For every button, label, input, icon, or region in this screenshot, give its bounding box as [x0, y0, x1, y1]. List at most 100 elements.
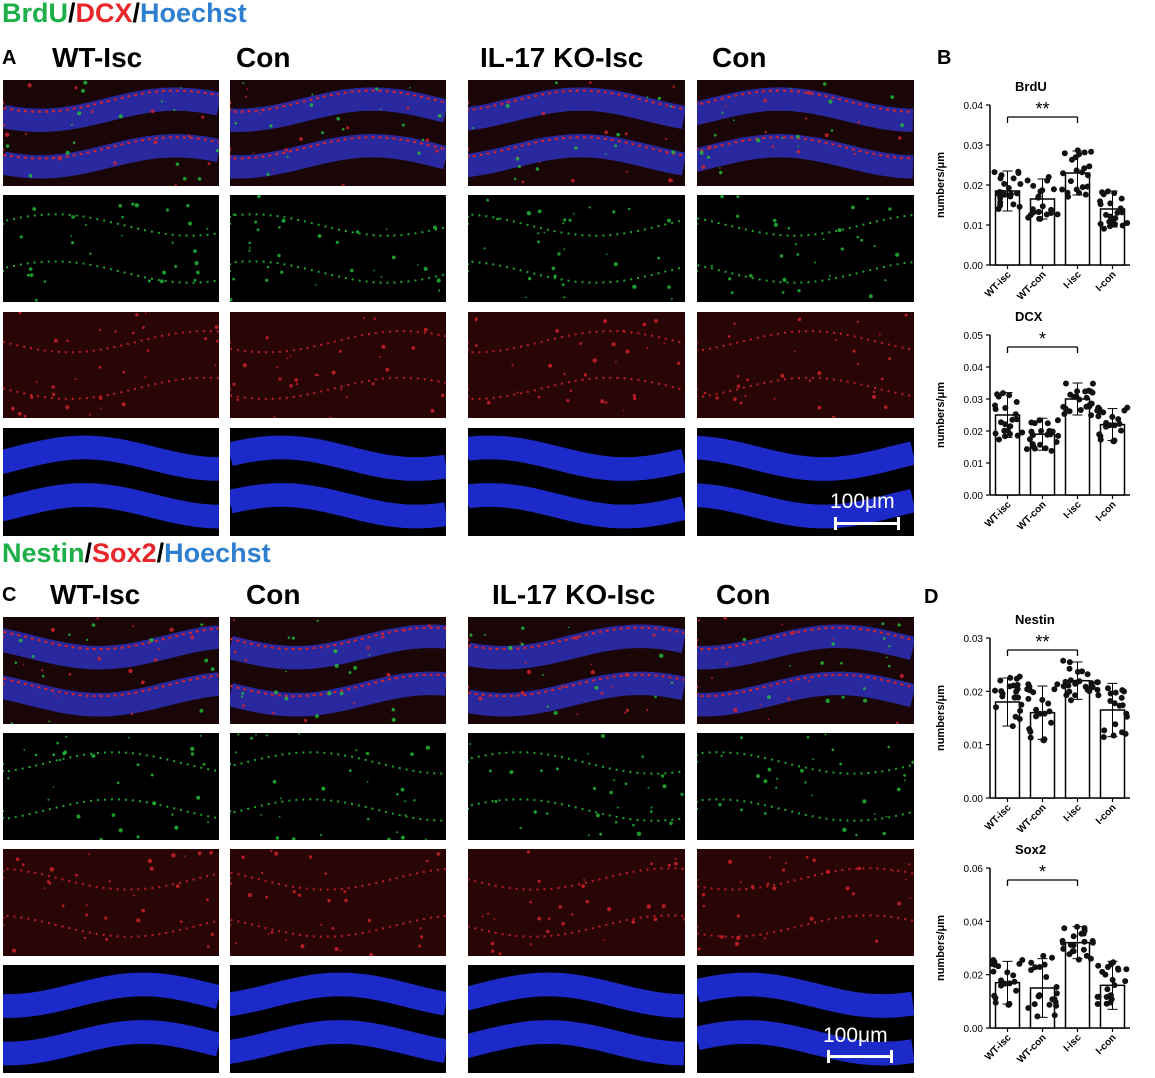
- micrograph-blue-channel: [3, 965, 219, 1073]
- panel-letter-a: A: [2, 47, 17, 69]
- data-point: [1036, 964, 1043, 970]
- x-tick-label: WT-con: [1015, 499, 1048, 532]
- y-axis-label: numbers/μm: [935, 685, 947, 751]
- x-tick-label: I-isc: [1062, 269, 1084, 291]
- data-point: [1074, 923, 1081, 930]
- data-point: [1006, 683, 1013, 690]
- micrograph-merge-channel: [230, 617, 446, 724]
- data-point: [1030, 182, 1037, 189]
- y-tick-label: 0.01: [964, 459, 984, 470]
- data-point: [1101, 225, 1107, 232]
- data-point: [1016, 673, 1023, 680]
- data-point: [1039, 696, 1046, 703]
- stain-title-part: /: [132, 0, 141, 28]
- chart-title: Sox2: [1015, 842, 1046, 857]
- data-point: [1059, 937, 1066, 944]
- data-point: [1078, 930, 1085, 937]
- data-point: [1034, 1013, 1041, 1020]
- data-point: [1013, 399, 1020, 405]
- data-point: [1103, 211, 1109, 218]
- data-point: [1116, 420, 1123, 427]
- data-point: [1094, 1001, 1101, 1007]
- data-point: [1073, 186, 1080, 193]
- column-label-con: Con: [712, 42, 767, 73]
- data-point: [1114, 209, 1121, 216]
- y-tick-label: 0.04: [964, 363, 984, 374]
- x-tick-label: WT-con: [1015, 802, 1048, 835]
- data-point: [1124, 220, 1131, 226]
- data-point: [1015, 168, 1022, 175]
- data-point: [1044, 420, 1051, 427]
- y-tick-label: 0.00: [964, 491, 984, 502]
- data-point: [1014, 190, 1020, 197]
- data-point: [1070, 933, 1077, 940]
- data-point: [1086, 688, 1093, 695]
- data-point: [1060, 170, 1066, 177]
- data-point: [999, 189, 1006, 196]
- micrograph-red-channel: [230, 312, 446, 418]
- data-point: [1080, 946, 1087, 953]
- data-point: [1095, 692, 1102, 699]
- data-point: [1077, 407, 1084, 413]
- data-point: [1044, 431, 1051, 438]
- data-point: [1105, 685, 1111, 692]
- data-point: [1060, 657, 1067, 664]
- data-point: [1109, 976, 1116, 983]
- data-point: [1111, 422, 1118, 429]
- data-point: [1107, 999, 1114, 1006]
- micrograph-green-channel: [468, 195, 685, 302]
- data-point: [1073, 393, 1080, 400]
- data-point: [1013, 987, 1020, 994]
- data-point: [1107, 223, 1113, 230]
- data-point: [1110, 732, 1117, 739]
- data-point: [1107, 422, 1113, 429]
- data-point: [1075, 956, 1082, 963]
- column-label-con: Con: [246, 579, 301, 610]
- data-point: [1095, 962, 1102, 969]
- x-tick-label: WT-con: [1015, 269, 1048, 302]
- x-tick-label: WT-con: [1015, 1032, 1048, 1065]
- data-point: [1086, 402, 1093, 408]
- x-tick-label: WT-isc: [983, 802, 1014, 833]
- y-tick-label: 0.02: [964, 971, 984, 982]
- brdu-bar-chart: BrdU numbers/μm 0.00 0.01 0.02 0.03 0.04 WT-isc…: [935, 79, 1131, 303]
- data-point: [1028, 959, 1035, 966]
- data-point: [1081, 165, 1088, 172]
- y-tick-label: 0.01: [964, 221, 984, 232]
- data-point: [1010, 972, 1017, 979]
- data-point: [1029, 206, 1036, 213]
- data-point: [992, 430, 999, 437]
- data-point: [1055, 432, 1062, 439]
- data-point: [1000, 390, 1006, 397]
- y-axis-label: numbers/μm: [935, 915, 947, 981]
- data-point: [1025, 695, 1032, 702]
- data-point: [1030, 432, 1037, 438]
- micrograph-green-channel: [697, 733, 914, 840]
- data-point: [1053, 984, 1060, 990]
- micrograph-red-channel: [230, 849, 446, 956]
- data-point: [991, 169, 998, 176]
- data-point: [1014, 686, 1021, 692]
- x-tick-label: WT-isc: [983, 499, 1014, 530]
- data-point: [1094, 686, 1101, 693]
- data-point: [1062, 678, 1069, 685]
- data-point: [1109, 413, 1116, 420]
- data-point: [1004, 427, 1011, 434]
- data-point: [1049, 954, 1055, 961]
- data-point: [1048, 719, 1055, 726]
- data-point: [1119, 702, 1126, 709]
- data-point: [1009, 416, 1016, 423]
- panel-letter-b: B: [937, 47, 952, 69]
- significance-label: **: [1035, 632, 1049, 652]
- stain-title-bottom: Nestin/Sox2/Hoechst: [2, 538, 271, 569]
- micrograph-merge-channel: [230, 80, 446, 186]
- stain-title-part: Sox2: [92, 538, 157, 568]
- data-point: [1012, 694, 1019, 701]
- data-point: [1026, 726, 1033, 732]
- data-point: [1118, 209, 1125, 216]
- y-tick-label: 0.06: [964, 864, 984, 875]
- data-point: [1009, 723, 1016, 730]
- data-point: [1059, 186, 1066, 193]
- data-point: [1029, 441, 1036, 448]
- y-tick-label: 0.00: [964, 794, 984, 805]
